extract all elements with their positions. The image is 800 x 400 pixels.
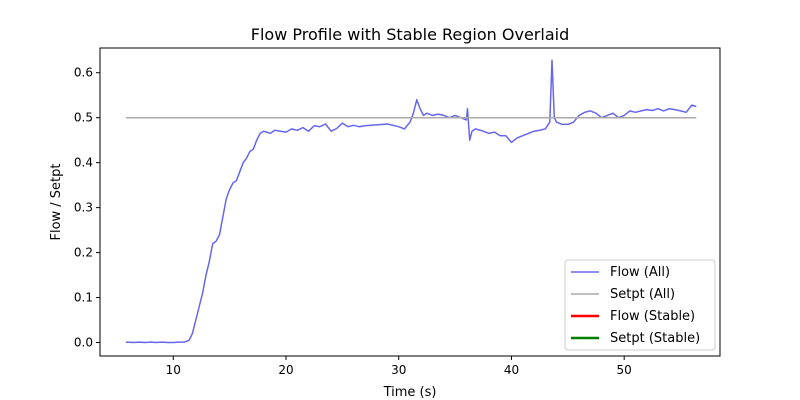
x-tick-label: 40 xyxy=(504,363,519,377)
y-tick-label: 0.2 xyxy=(74,246,93,260)
x-tick-label: 50 xyxy=(617,363,632,377)
series-line-flow-all xyxy=(125,59,697,344)
y-tick-label: 0.6 xyxy=(74,66,93,80)
y-tick-label: 0.3 xyxy=(74,201,93,215)
y-tick-label: 0.5 xyxy=(74,111,93,125)
x-axis-ticks: 10 20 30 40 50 xyxy=(166,356,632,377)
legend-box xyxy=(564,259,716,351)
y-axis-label: Flow / Setpt xyxy=(49,163,64,240)
x-axis-label: Time (s) xyxy=(383,385,437,400)
y-tick-label: 0.0 xyxy=(74,336,93,350)
axes-frame xyxy=(99,47,721,357)
y-tick-label: 0.4 xyxy=(74,156,93,170)
x-tick-label: 10 xyxy=(166,363,181,377)
y-axis-ticks: 0.0 0.1 0.2 0.3 0.4 0.5 0.6 xyxy=(74,66,100,350)
legend-items: Flow (All) Setpt (All) Flow (Stable) Setpt … xyxy=(571,265,700,346)
legend-label-flow-stable: Flow (Stable) xyxy=(610,309,695,324)
legend-label-flow-all: Flow (All) xyxy=(610,265,670,280)
x-tick-label: 30 xyxy=(391,363,406,377)
legend: Flow (All) Setpt (All) Flow (Stable) Setpt … xyxy=(564,259,716,351)
legend-label-setpt-stable: Setpt (Stable) xyxy=(610,331,700,346)
y-tick-label: 0.1 xyxy=(74,291,93,305)
chart-title: Flow Profile with Stable Region Overlaid xyxy=(251,25,569,44)
x-tick-label: 20 xyxy=(278,363,293,377)
legend-label-setpt-all: Setpt (All) xyxy=(610,287,675,302)
plot-area xyxy=(125,59,697,344)
